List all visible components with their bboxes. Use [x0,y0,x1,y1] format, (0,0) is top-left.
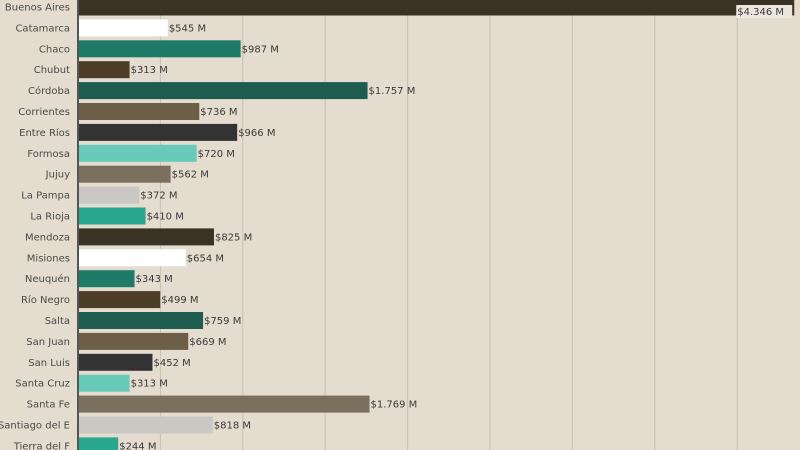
bar-3 [78,61,130,79]
bar-12 [78,249,186,267]
category-label: Mendoza [25,232,70,243]
value-label: $499 M [161,295,198,306]
value-label: $736 M [200,107,237,118]
category-label: Salta [45,316,70,327]
category-label: San Luis [28,358,70,369]
bar-8 [78,165,171,183]
bar-4 [78,82,368,100]
category-label: Río Negro [21,294,70,306]
value-label: $562 M [172,170,209,181]
bar-10 [78,207,146,225]
value-label: $987 M [242,44,279,55]
value-label: $966 M [238,128,275,139]
bar-17 [78,353,153,371]
category-label: Córdoba [28,85,70,97]
bar-20 [78,416,213,434]
category-label: Chubut [34,65,70,76]
category-label: Corrientes [18,107,70,118]
bar-6 [78,123,238,141]
category-label: Jujuy [45,170,70,181]
bar-5 [78,103,200,120]
category-label: Catamarca [15,23,70,34]
category-label: Entre Ríos [19,127,70,139]
value-label: $410 M [147,212,184,223]
bar-14 [78,291,161,309]
value-label: $452 M [153,358,190,369]
value-label: $313 M [131,379,168,390]
category-label: La Pampa [21,191,70,202]
value-label: $343 M [136,274,173,285]
category-label: Tierra del F [13,441,71,450]
bar-18 [78,374,130,392]
category-label: Formosa [27,149,70,160]
value-label: $759 M [204,316,241,327]
value-label: $825 M [215,232,252,243]
bar-19 [78,395,370,413]
value-label: $244 M [119,441,156,450]
bar-13 [78,270,135,288]
value-label: $818 M [214,421,251,432]
bar-1 [78,19,168,37]
value-label: $545 M [169,23,206,34]
category-label: Santa Cruz [15,379,70,390]
value-label-background [736,5,793,18]
bar-11 [78,228,214,246]
category-label: Santa Fe [27,400,70,411]
value-label: $313 M [131,65,168,76]
value-label: $1.769 M [371,400,418,411]
value-label: $669 M [189,337,226,348]
bar-15 [78,312,204,329]
category-label: Chaco [39,44,70,55]
bar-2 [78,40,241,58]
value-label: $720 M [198,149,235,160]
bar-0 [78,0,795,16]
category-label: Misiones [27,253,70,264]
value-label: $4.346 M [737,7,784,18]
value-label: $1.757 M [369,86,416,97]
category-label: San Juan [26,337,70,348]
bar-21 [78,437,119,450]
category-label: La Rioja [30,212,70,223]
value-label: $654 M [187,253,224,264]
value-label: $372 M [140,191,177,202]
bar-7 [78,144,197,162]
category-label: Santiago del E [0,421,70,432]
bar-9 [78,186,140,204]
category-label: Neuquén [25,273,70,285]
bar-16 [78,332,189,350]
category-label: Buenos Aires [5,3,70,14]
